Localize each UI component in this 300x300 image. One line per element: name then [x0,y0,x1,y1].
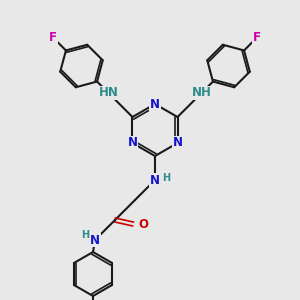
Text: N: N [128,136,137,149]
Text: H: H [81,230,89,240]
Text: N: N [172,136,182,149]
Text: F: F [49,31,57,44]
Text: F: F [253,31,261,44]
Text: N: N [90,233,100,247]
Text: O: O [138,218,148,230]
Text: NH: NH [192,86,212,100]
Text: HN: HN [98,86,118,100]
Text: N: N [150,98,160,110]
Text: N: N [150,173,160,187]
Text: H: H [162,173,170,183]
